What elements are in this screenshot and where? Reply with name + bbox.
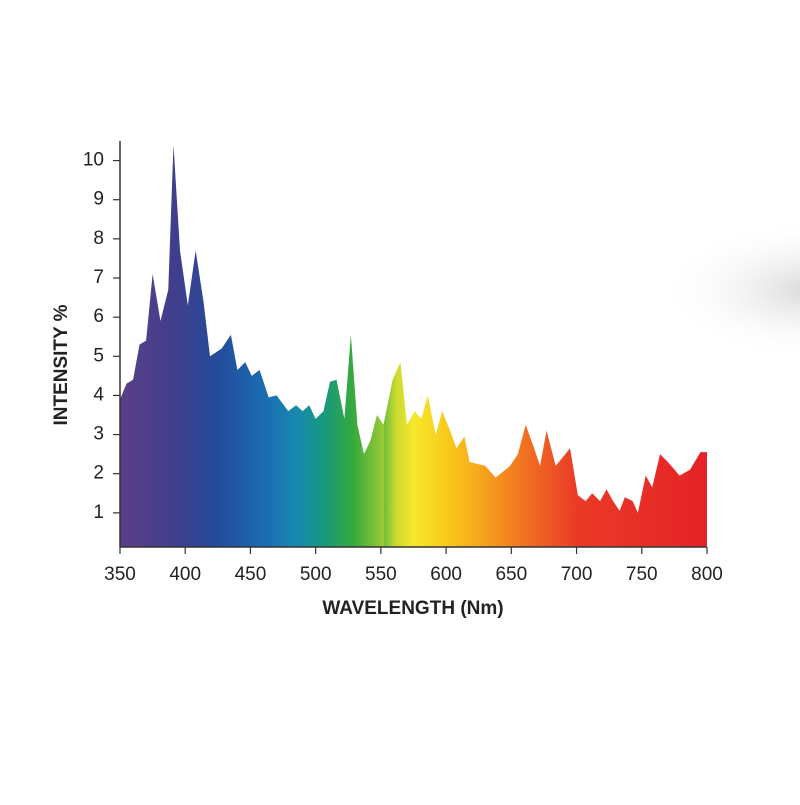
y-tick-label: 8: [93, 228, 104, 249]
x-tick-label: 550: [365, 564, 397, 585]
x-tick-label: 450: [235, 564, 267, 585]
y-tick-label: 4: [93, 384, 104, 405]
background-glow: [660, 220, 800, 360]
y-tick-label: 6: [93, 306, 104, 327]
spectrum-area: [120, 144, 707, 547]
x-axis-title: WAVELENGTH (Nm): [322, 598, 503, 619]
x-tick-label: 700: [561, 564, 593, 585]
y-axis-title: INTENSITY %: [51, 304, 72, 425]
x-tick-label: 800: [691, 564, 723, 585]
y-tick-label: 10: [83, 150, 104, 171]
y-tick-label: 7: [93, 267, 104, 288]
y-tick-label: 5: [93, 345, 104, 366]
x-tick-label: 500: [300, 564, 332, 585]
x-tick-label: 350: [104, 564, 136, 585]
x-tick-label: 650: [495, 564, 527, 585]
y-tick-label: 1: [93, 502, 104, 523]
y-tick-label: 9: [93, 189, 104, 210]
x-tick-label: 750: [626, 564, 658, 585]
x-tick-label: 600: [430, 564, 462, 585]
y-tick-label: 3: [93, 424, 104, 445]
x-tick-label: 400: [169, 564, 201, 585]
y-tick-label: 2: [93, 463, 104, 484]
